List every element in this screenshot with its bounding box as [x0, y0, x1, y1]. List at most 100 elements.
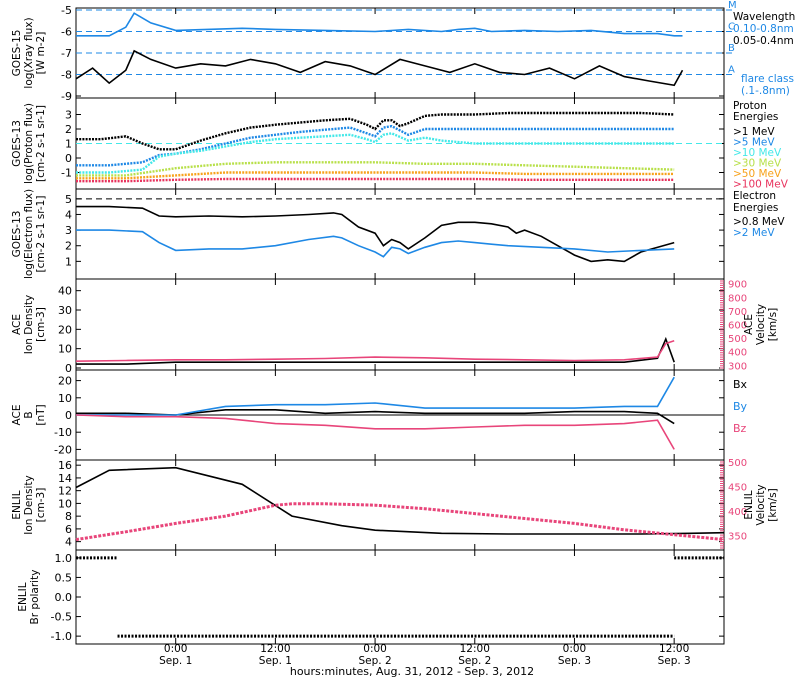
- y-tick-label: 5: [65, 193, 72, 206]
- legend-title: Wavelength: [733, 11, 795, 23]
- series--50-mev: [76, 171, 675, 180]
- legend-entry: >100 MeV: [733, 179, 789, 191]
- y-tick-label: 2: [65, 240, 72, 253]
- y-axis-label: log(Xray flux): [23, 17, 35, 88]
- y-axis-label: ENLIL: [11, 490, 23, 519]
- series-density: [76, 336, 675, 365]
- panel-frame: [75, 459, 725, 551]
- y-tick-label: 0.0: [55, 591, 73, 604]
- y-right-axis-label: Velocity: [755, 484, 767, 525]
- y-axis-label: GOES-13: [11, 120, 23, 167]
- y-tick-label: 6: [65, 523, 72, 536]
- y-axis-label: log(Electron flux): [23, 189, 35, 279]
- y-axis-label: ACE: [11, 405, 23, 426]
- y-tick-label: 1: [65, 138, 72, 151]
- y-tick-label: 2: [65, 123, 72, 136]
- legend-entry: >10 MeV: [733, 147, 782, 159]
- y-axis-label: log(Proton flux): [23, 103, 35, 184]
- flare-class-label: B: [728, 43, 735, 54]
- y-axis-label: [W m-2]: [35, 32, 47, 75]
- y-axis-label: ACE: [11, 314, 23, 335]
- legend-entry: 0.10-0.8nm: [733, 23, 794, 35]
- y-tick-label: 0: [65, 152, 72, 165]
- series--2-mev: [76, 229, 675, 258]
- x-tick-day: Sep. 3: [558, 655, 591, 667]
- y-axis-label: [cm-3]: [35, 488, 47, 523]
- y-tick-label: -1: [61, 167, 72, 180]
- y-tick-label: 1.0: [55, 552, 73, 565]
- legend-entry: Bx: [733, 378, 748, 391]
- series-bz: [75, 414, 675, 450]
- series--100-mev: [76, 177, 675, 183]
- flare-class-label: A: [728, 65, 735, 76]
- panel-ace-mag: 20 10 0 -10 -20 ACE B [nT] Bx By Bz: [11, 369, 748, 461]
- y-axis-label: [cm-2 s-1 sr-1]: [35, 105, 47, 182]
- legend-entry: >5 MeV: [733, 137, 775, 149]
- legend-entry: Bz: [733, 422, 747, 435]
- series--1-mev: [76, 111, 675, 151]
- y-right-axis-label: ENLIL: [743, 490, 755, 519]
- y-tick-label: 10: [58, 343, 72, 356]
- y-tick-label: -5: [61, 4, 72, 17]
- y-axis-label: [cm-3]: [35, 307, 47, 342]
- y-tick-label: 12: [58, 485, 72, 498]
- y-tick-label: 4: [65, 208, 72, 221]
- y-tick-label: -20: [54, 443, 72, 456]
- legend-entry: >0.8 MeV: [733, 216, 785, 228]
- panel-frame: [75, 188, 725, 280]
- y-tick-label: 30: [58, 304, 72, 317]
- y-right-tick-label: 400: [728, 507, 747, 518]
- y-tick-label: 1: [65, 255, 72, 268]
- series-0-10-0-8nm: [76, 12, 683, 37]
- x-tick-day: Sep. 1: [259, 655, 292, 667]
- y-axis-label: GOES-13: [11, 211, 23, 258]
- y-tick-label: 40: [58, 285, 72, 298]
- legend-title: Energies: [733, 202, 778, 214]
- y-axis-label: GOES-15: [11, 30, 23, 77]
- panel-enlil-polarity: 1.0 0.5 0.0 -0.5 -1.0 ENLIL Br polarity: [17, 549, 725, 645]
- y-tick-label: 3: [65, 109, 72, 122]
- series-density: [75, 466, 725, 535]
- legend-title: Proton: [733, 100, 767, 112]
- legend-title: Electron: [733, 190, 776, 202]
- series-velocity: [75, 340, 675, 362]
- y-tick-label: -6: [61, 26, 72, 39]
- y-tick-label: -7: [61, 47, 72, 60]
- series-by: [76, 376, 675, 416]
- legend-entry: >2 MeV: [733, 227, 775, 239]
- y-axis-label: Br polarity: [29, 570, 41, 625]
- y-tick-label: 4: [65, 536, 72, 549]
- x-tick-day: Sep. 2: [358, 655, 391, 667]
- series-0-05-0-4nm: [75, 49, 684, 87]
- y-right-tick-label: 400: [728, 348, 747, 359]
- series--10-mev: [76, 132, 675, 174]
- y-axis-label: Ion Density: [23, 295, 35, 354]
- x-tick-day: Sep. 1: [159, 655, 192, 667]
- x-tick-time: 0:00: [363, 643, 387, 655]
- flare-class-label: M: [728, 0, 737, 11]
- x-tick-day: Sep. 2: [458, 655, 491, 667]
- y-right-tick-label: 450: [728, 483, 747, 494]
- panel-frame: [75, 549, 725, 645]
- y-tick-label: -1.0: [51, 630, 72, 643]
- x-tick-time: 0:00: [563, 643, 587, 655]
- series--5-mev: [76, 124, 675, 167]
- x-tick-time: 0:00: [164, 643, 188, 655]
- legend-entry: >30 MeV: [733, 158, 782, 170]
- y-right-axis-label: [km/s]: [767, 308, 779, 342]
- y-tick-label: -8: [61, 69, 72, 82]
- y-tick-label: 16: [58, 459, 72, 472]
- y-tick-label: 0: [65, 362, 72, 375]
- legend-note: flare class: [741, 73, 794, 85]
- y-axis-label: [nT]: [35, 404, 47, 425]
- panel-proton: 32 10 -1 GOES-13 log(Proton flux) [cm-2 s-1 s…: [11, 97, 789, 191]
- y-axis-label: Ion Density: [23, 475, 35, 534]
- y-tick-label: 0: [65, 409, 72, 422]
- y-tick-label: 3: [65, 224, 72, 237]
- series-velocity: [75, 502, 725, 542]
- y-right-tick-label: 300: [728, 361, 747, 372]
- y-right-axis-label: Velocity: [755, 304, 767, 345]
- y-right-axis-label: ACE: [743, 314, 755, 335]
